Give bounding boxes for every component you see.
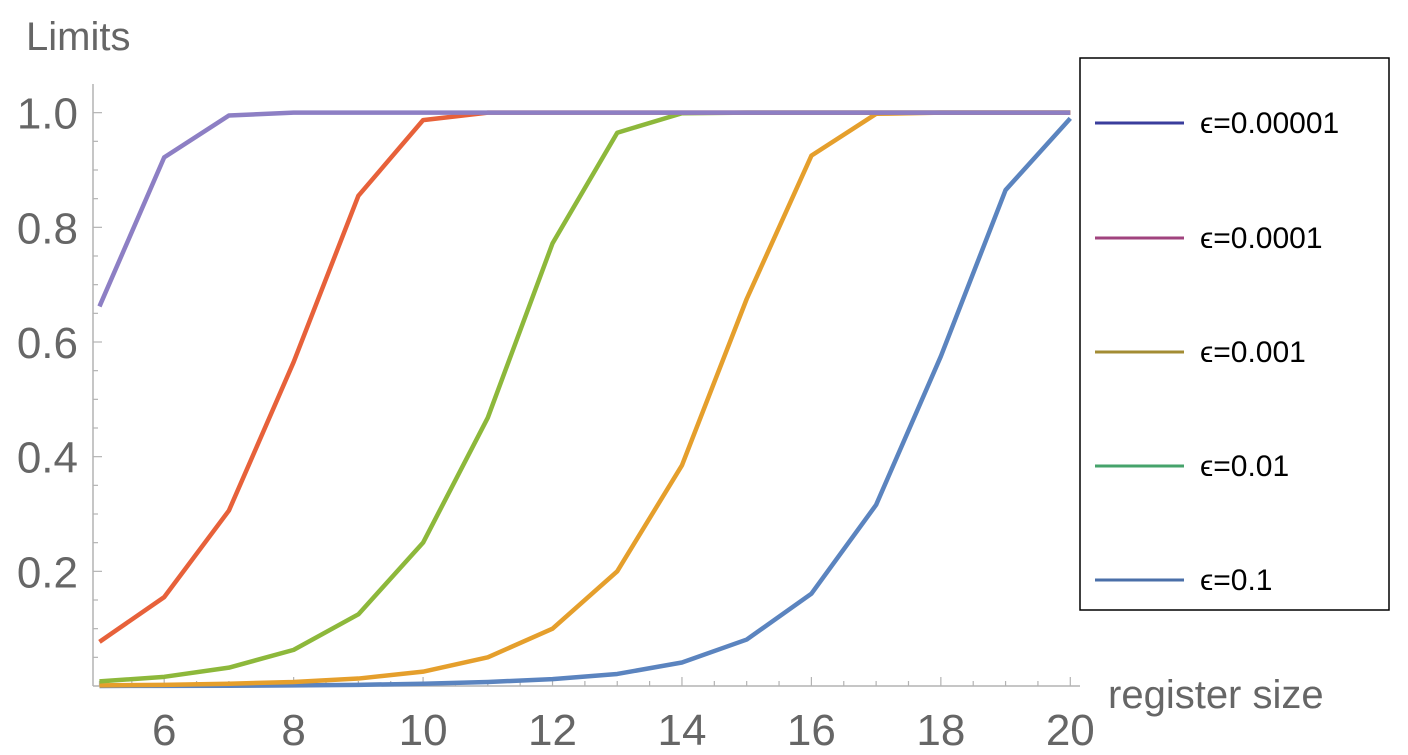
- x-tick-label: 12: [528, 706, 577, 755]
- y-tick-label: 0.4: [17, 434, 78, 483]
- series-line: [99, 116, 1072, 689]
- series-line: [97, 110, 1071, 308]
- x-tick-label: 8: [281, 706, 305, 755]
- y-tick-label: 0.8: [17, 204, 78, 253]
- legend: ϵ=0.00001 ϵ=0.0001 ϵ=0.001 ϵ=0.01 ϵ=0.1: [1079, 57, 1390, 611]
- y-tick-label: 1.0: [17, 90, 78, 139]
- legend-label: ϵ=0.0001: [1200, 222, 1323, 255]
- legend-box: [1079, 57, 1390, 611]
- legend-label: ϵ=0.00001: [1200, 107, 1339, 140]
- y-tick-label: 0.6: [17, 319, 78, 368]
- y-tick-label: 0.2: [17, 548, 78, 597]
- x-tick-label: 14: [657, 706, 706, 755]
- x-tick-label: 6: [152, 706, 176, 755]
- ticks: 6 8 10 12 14 16 18 20 0.2 0.4 0.6 0.8 1.0: [17, 90, 1095, 755]
- legend-label: ϵ=0.01: [1200, 450, 1289, 483]
- x-tick-label: 18: [916, 706, 965, 755]
- legend-label: ϵ=0.1: [1200, 564, 1272, 597]
- x-tick-label: 10: [399, 706, 448, 755]
- legend-label: ϵ=0.001: [1200, 336, 1306, 369]
- y-axis-title: Limits: [26, 15, 130, 59]
- x-axis-title: register size: [1108, 673, 1324, 717]
- series-lines: [97, 110, 1072, 689]
- x-tick-label: 20: [1046, 706, 1095, 755]
- x-tick-label: 16: [787, 706, 836, 755]
